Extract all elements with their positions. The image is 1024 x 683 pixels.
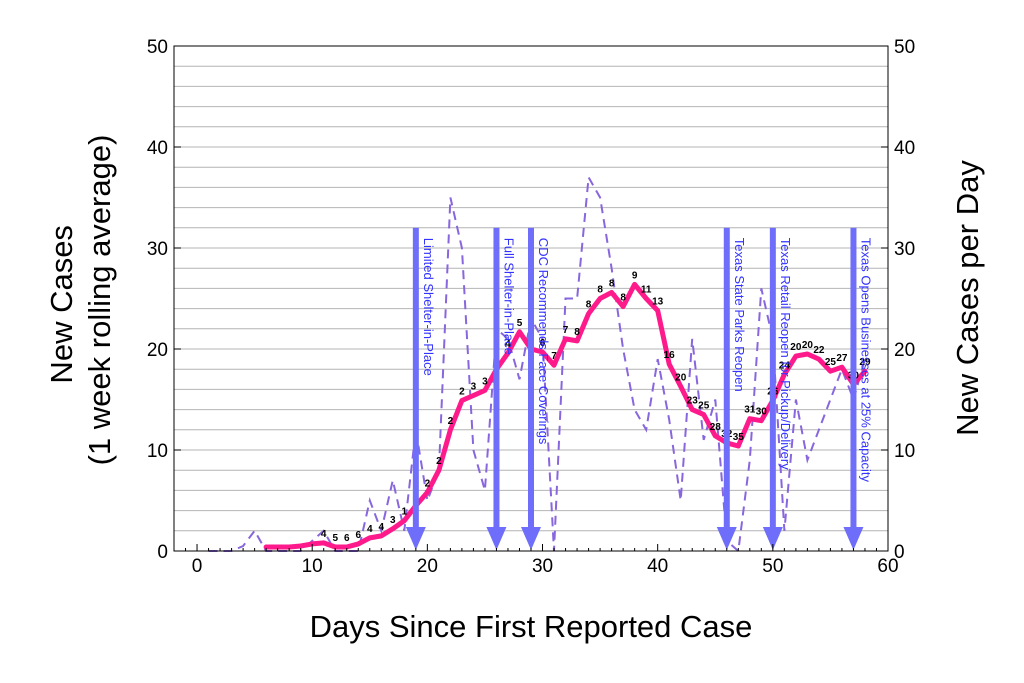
event-marker: CDC Recommends Face Coverings	[521, 227, 551, 550]
event-arrowhead	[762, 527, 783, 550]
point-label: 2	[459, 387, 465, 398]
event-bar	[528, 227, 534, 530]
event-arrowhead	[405, 527, 426, 550]
y-tick-label-right: 0	[894, 542, 905, 563]
point-label: 25	[825, 357, 837, 368]
daily-cases-line	[208, 174, 866, 553]
y-tick-label-right: 40	[894, 138, 915, 159]
point-label: 22	[813, 345, 825, 356]
point-label: 24	[779, 360, 791, 371]
y-tick-label-right: 50	[894, 37, 915, 58]
y-tick-label-left: 20	[147, 340, 168, 361]
point-label: 23	[687, 396, 699, 407]
event-bar	[412, 227, 419, 530]
point-label: 7	[551, 351, 557, 362]
event-label: Limited Shelter-in-Place	[421, 238, 436, 376]
y-axis-title-left-line1: New Cases	[44, 225, 79, 384]
event-arrowhead	[521, 527, 541, 550]
y-axis-title-left: New Cases (1 week rolling average)	[44, 135, 117, 466]
rolling-average-series	[263, 281, 868, 550]
point-label: 4	[505, 339, 511, 350]
event-marker: Full Shelter-in-Place	[486, 227, 516, 550]
x-tick-label: 10	[302, 556, 323, 577]
event-marker: Texas Retail Reopen for Pickup/Delivery	[762, 227, 793, 550]
event-markers: Limited Shelter-in-Place Full Shelter-in-…	[405, 227, 873, 550]
event-marker: Texas Opens Businesses at 25% Capacity	[843, 227, 873, 550]
point-label: 7	[563, 325, 569, 336]
y-tick-label-right: 10	[894, 441, 915, 462]
point-label: 6	[355, 530, 361, 541]
point-label: 2	[425, 478, 431, 489]
rolling-average-line	[263, 281, 868, 550]
point-label: 5	[332, 533, 338, 544]
point-label: 25	[698, 401, 710, 412]
point-label: 9	[632, 270, 638, 281]
event-bar	[493, 227, 500, 530]
point-label: 13	[652, 297, 664, 308]
event-arrowhead	[486, 527, 507, 550]
y-tick-label-right: 30	[894, 239, 915, 260]
point-label: 1	[402, 507, 408, 518]
event-label: Full Shelter-in-Place	[501, 238, 516, 355]
event-label: Texas State Parks Reopen	[732, 238, 747, 392]
point-label: 3	[471, 381, 477, 392]
y-axis-title-left-line2: (1 week rolling average)	[82, 135, 117, 466]
event-marker: Texas State Parks Reopen	[716, 227, 747, 550]
event-label: Texas Retail Reopen for Pickup/Delivery	[778, 238, 793, 470]
point-label: 16	[664, 350, 676, 361]
x-tick-label: 30	[532, 556, 553, 577]
point-label: 27	[836, 353, 848, 364]
point-label: 8	[574, 327, 580, 338]
point-label: 20	[790, 342, 802, 353]
event-bar	[723, 227, 730, 530]
y-tick-label-left: 40	[147, 138, 168, 159]
point-label: 6	[344, 533, 350, 544]
daily-cases-series	[208, 174, 866, 553]
point-label: 31	[744, 405, 756, 416]
point-label: 2	[448, 416, 454, 427]
event-arrowhead	[843, 527, 864, 550]
y-tick-label-left: 0	[157, 542, 168, 563]
point-label: 2	[436, 456, 442, 467]
point-label: 6	[540, 338, 546, 349]
x-axis-title: Days Since First Reported Case	[310, 609, 753, 644]
x-tick-label: 40	[647, 556, 668, 577]
point-label: 20	[675, 372, 687, 383]
point-label: 35	[733, 432, 745, 443]
point-label: 20	[802, 340, 814, 351]
y-tick-label-right: 20	[894, 340, 915, 361]
event-bar	[769, 227, 776, 530]
y-tick-label-left: 50	[147, 37, 168, 58]
point-label: 28	[710, 422, 722, 433]
x-tick-label: 60	[877, 556, 898, 577]
point-label: 11	[641, 285, 652, 296]
point-label: 4	[321, 529, 327, 540]
point-label: 8	[609, 278, 615, 289]
event-label: CDC Recommends Face Coverings	[536, 238, 551, 445]
event-marker: Limited Shelter-in-Place	[405, 227, 436, 550]
point-label: 4	[367, 524, 373, 535]
point-label: 30	[756, 407, 768, 418]
point-label: 3	[482, 376, 488, 387]
x-tick-label: 20	[417, 556, 438, 577]
y-axis-title-right: New Cases per Day	[950, 160, 985, 436]
point-label: 29	[859, 357, 871, 368]
x-tick-label: 0	[192, 556, 203, 577]
point-label: 8	[620, 293, 626, 304]
point-label: 3	[390, 515, 396, 526]
point-label: 8	[597, 285, 603, 296]
event-bar	[850, 227, 857, 530]
point-label: 8	[586, 300, 592, 311]
y-tick-label-left: 30	[147, 239, 168, 260]
point-label: 4	[379, 522, 385, 533]
y-tick-label-left: 10	[147, 441, 168, 462]
event-label: Texas Opens Businesses at 25% Capacity	[858, 238, 873, 483]
point-label: 5	[517, 318, 523, 329]
x-tick-label: 50	[762, 556, 783, 577]
event-arrowhead	[716, 527, 737, 550]
